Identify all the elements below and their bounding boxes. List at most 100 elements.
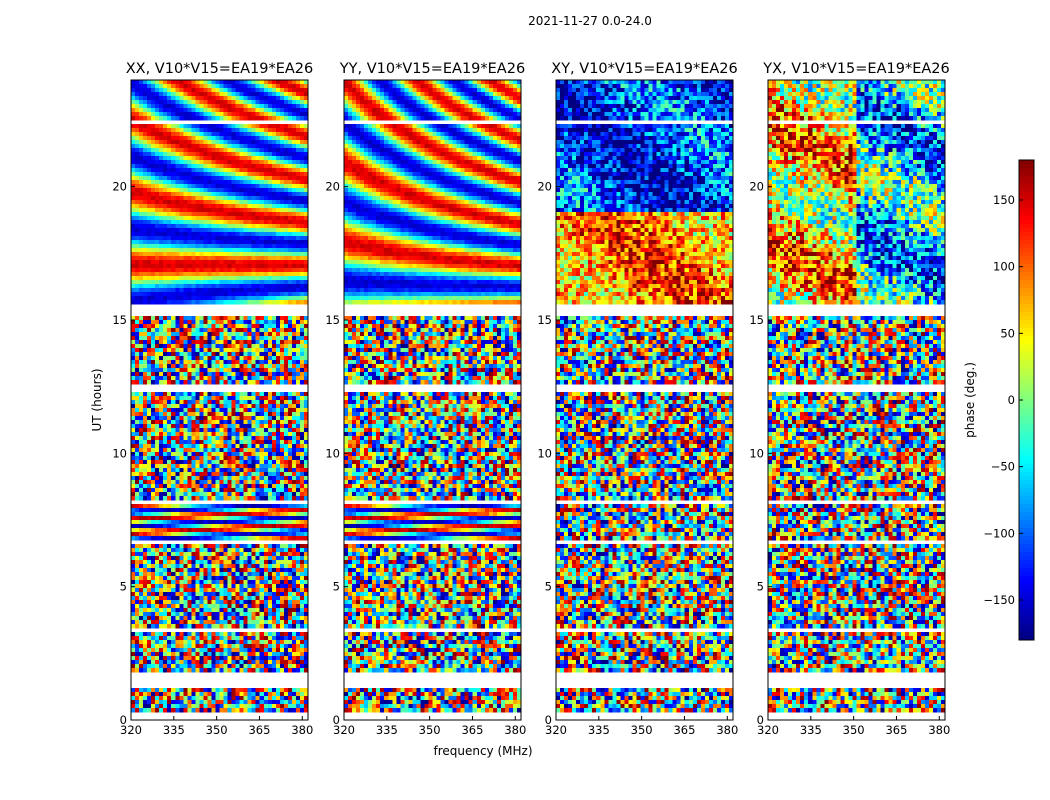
phase-cell	[255, 392, 261, 397]
phase-cell	[247, 244, 252, 249]
phase-cell	[159, 152, 164, 157]
phase-cell	[243, 460, 248, 465]
phase-cell	[255, 404, 261, 409]
phase-cell	[247, 452, 252, 457]
phase-cell	[191, 560, 196, 565]
phase-cell	[239, 344, 244, 349]
phase-cell	[135, 196, 140, 201]
phase-cell	[215, 96, 220, 101]
phase-cell	[215, 88, 220, 93]
phase-cell	[303, 524, 309, 529]
phase-cell	[131, 352, 136, 357]
phase-cell	[271, 284, 277, 289]
phase-cell	[231, 464, 236, 469]
phase-cell	[171, 200, 176, 205]
phase-cell	[211, 200, 216, 205]
phase-cell	[275, 336, 281, 341]
phase-cell	[211, 480, 216, 485]
phase-cell	[179, 296, 184, 301]
phase-cell	[155, 492, 160, 497]
phase-cell	[287, 232, 293, 237]
phase-cell	[207, 564, 212, 569]
phase-cell	[299, 556, 305, 561]
phase-cell	[235, 464, 240, 469]
phase-cell	[243, 544, 248, 549]
phase-cell	[239, 548, 244, 553]
phase-cell	[163, 432, 168, 437]
phase-cell	[215, 136, 220, 141]
phase-cell	[243, 368, 248, 373]
phase-cell	[279, 144, 285, 149]
phase-cell	[139, 560, 144, 565]
phase-cell	[239, 124, 244, 129]
phase-cell	[215, 560, 220, 565]
phase-cell	[275, 224, 281, 229]
phase-cell	[227, 156, 232, 161]
phase-cell	[235, 544, 240, 549]
phase-cell	[295, 464, 301, 469]
phase-cell	[223, 400, 228, 405]
phase-cell	[239, 468, 244, 473]
phase-cell	[235, 224, 240, 229]
phase-cell	[227, 360, 232, 365]
phase-cell	[275, 116, 281, 121]
phase-cell	[139, 416, 144, 421]
phase-cell	[243, 432, 248, 437]
phase-cell	[231, 204, 236, 209]
phase-cell	[187, 360, 192, 365]
phase-cell	[235, 100, 240, 105]
phase-cell	[239, 276, 244, 281]
phase-cell	[259, 232, 265, 237]
phase-cell	[183, 436, 188, 441]
phase-cell	[263, 452, 269, 457]
phase-cell	[275, 160, 281, 165]
phase-cell	[159, 92, 164, 97]
phase-cell	[223, 252, 228, 257]
phase-cell	[219, 448, 224, 453]
phase-cell	[199, 524, 204, 529]
phase-cell	[155, 144, 160, 149]
phase-cell	[219, 536, 224, 541]
phase-cell	[299, 520, 305, 525]
phase-cell	[207, 488, 212, 493]
phase-cell	[191, 344, 196, 349]
phase-cell	[263, 132, 269, 137]
phase-cell	[179, 368, 184, 373]
phase-cell	[151, 208, 156, 213]
phase-cell	[303, 364, 309, 369]
phase-cell	[147, 564, 152, 569]
phase-cell	[251, 492, 256, 497]
phase-cell	[299, 488, 305, 493]
phase-cell	[239, 216, 244, 221]
phase-cell	[287, 548, 293, 553]
phase-cell	[243, 452, 248, 457]
phase-cell	[287, 512, 293, 517]
phase-cell	[291, 492, 297, 497]
phase-cell	[175, 108, 180, 113]
phase-cell	[219, 176, 224, 181]
phase-cell	[155, 276, 160, 281]
phase-cell	[187, 240, 192, 245]
phase-cell	[159, 156, 164, 161]
phase-cell	[151, 236, 156, 241]
phase-cell	[247, 260, 252, 265]
phase-cell	[163, 288, 168, 293]
phase-cell	[143, 172, 148, 177]
phase-cell	[195, 116, 200, 121]
phase-cell	[231, 448, 236, 453]
phase-cell	[159, 260, 164, 265]
phase-cell	[267, 132, 273, 137]
phase-cell	[247, 144, 252, 149]
phase-cell	[243, 420, 248, 425]
phase-cell	[255, 544, 261, 549]
phase-cell	[303, 520, 309, 525]
phase-cell	[143, 488, 148, 493]
phase-cell	[171, 352, 176, 357]
phase-cell	[143, 236, 148, 241]
phase-cell	[131, 244, 136, 249]
phase-cell	[295, 260, 301, 265]
phase-cell	[303, 516, 309, 521]
phase-cell	[243, 472, 248, 477]
phase-cell	[143, 492, 148, 497]
phase-cell	[199, 456, 204, 461]
